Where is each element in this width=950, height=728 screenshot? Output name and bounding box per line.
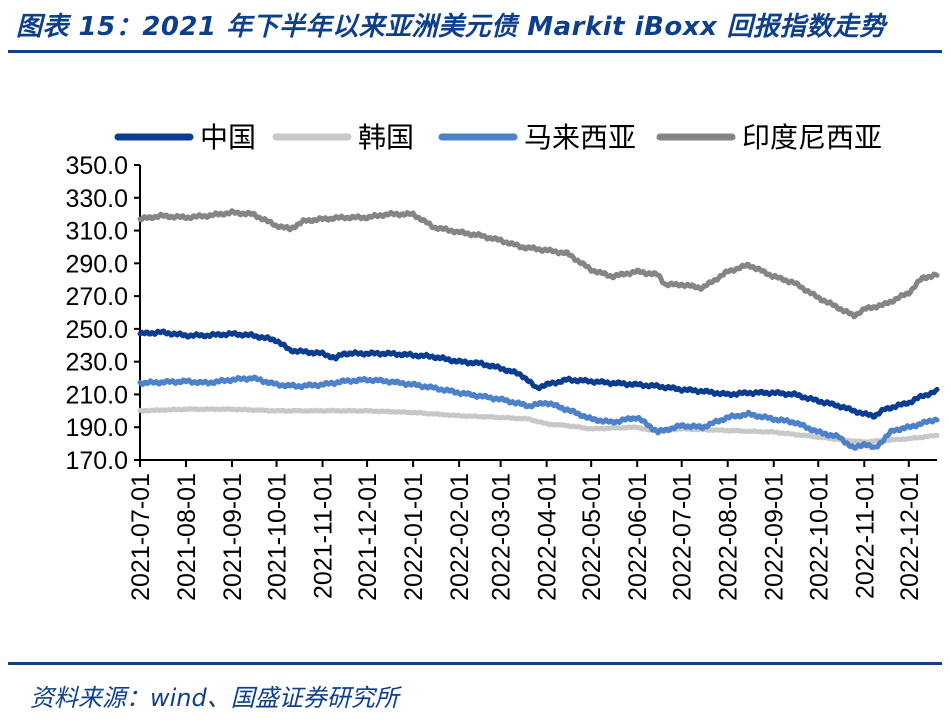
x-tick-label: 2021-12-01: [354, 473, 382, 601]
x-tick-label: 2022-02-01: [446, 473, 474, 601]
y-tick-label: 270.0: [65, 283, 128, 311]
x-tick-label: 2022-12-01: [896, 473, 924, 601]
y-tick-label: 190.0: [65, 414, 128, 442]
x-axis: 2021-07-01 2021-08-01 2021-09-01 2021-10-01…: [127, 459, 937, 601]
series-line-2: [137, 374, 940, 451]
x-tick-label: 2022-11-01: [851, 473, 879, 599]
y-tick-label: 350.0: [65, 152, 128, 180]
series-line-0: [137, 328, 940, 420]
x-tick-label: 2022-07-01: [669, 473, 697, 601]
series-group: [137, 208, 940, 451]
x-tick-label: 2022-08-01: [715, 473, 743, 601]
source-note: 资料来源：wind、国盛证券研究所: [30, 684, 399, 712]
y-tick-label: 170.0: [65, 447, 128, 475]
legend-label-2: 马来西亚: [524, 121, 636, 154]
series-line-1: [137, 406, 940, 445]
x-tick-label: 2021-07-01: [127, 473, 155, 601]
y-tick-label: 310.0: [65, 218, 128, 246]
x-tick-label: 2022-05-01: [578, 473, 606, 601]
x-tick-label: 2021-08-01: [173, 473, 201, 601]
legend-label-0: 中国: [200, 121, 256, 154]
figure-title: 图表 15：2021 年下半年以来亚洲美元债 Markit iBoxx 回报指数…: [16, 12, 886, 42]
y-tick-label: 250.0: [65, 316, 128, 344]
legend-label-3: 印度尼西亚: [742, 121, 882, 154]
y-axis: 350.0 330.0 310.0 290.0 270.0 250.0 230.0 210.0…: [65, 152, 141, 475]
x-tick-label: 2021-11-01: [310, 473, 338, 599]
x-tick-label: 2021-10-01: [264, 473, 292, 601]
x-tick-label: 2021-09-01: [219, 473, 247, 601]
x-tick-label: 2022-01-01: [400, 473, 428, 601]
x-tick-label: 2022-09-01: [761, 473, 789, 601]
source-divider: [8, 662, 942, 665]
x-tick-label: 2022-10-01: [805, 473, 833, 601]
y-tick-label: 210.0: [65, 381, 128, 409]
legend-label-1: 韩国: [358, 121, 414, 154]
title-divider: [8, 50, 942, 53]
y-tick-label: 290.0: [65, 250, 128, 278]
x-tick-label: 2022-04-01: [534, 473, 562, 601]
x-tick-label: 2022-03-01: [488, 473, 516, 601]
y-tick-label: 230.0: [65, 349, 128, 377]
x-tick-label: 2022-06-01: [624, 473, 652, 601]
series-line-3: [137, 208, 940, 320]
chart-legend: 中国 韩国 马来西亚 印度尼西亚: [114, 121, 882, 154]
line-chart: 中国 韩国 马来西亚 印度尼西亚 350.0 330.0 310.0 290.0 270.0 2…: [65, 121, 940, 601]
y-tick-label: 330.0: [65, 185, 128, 213]
